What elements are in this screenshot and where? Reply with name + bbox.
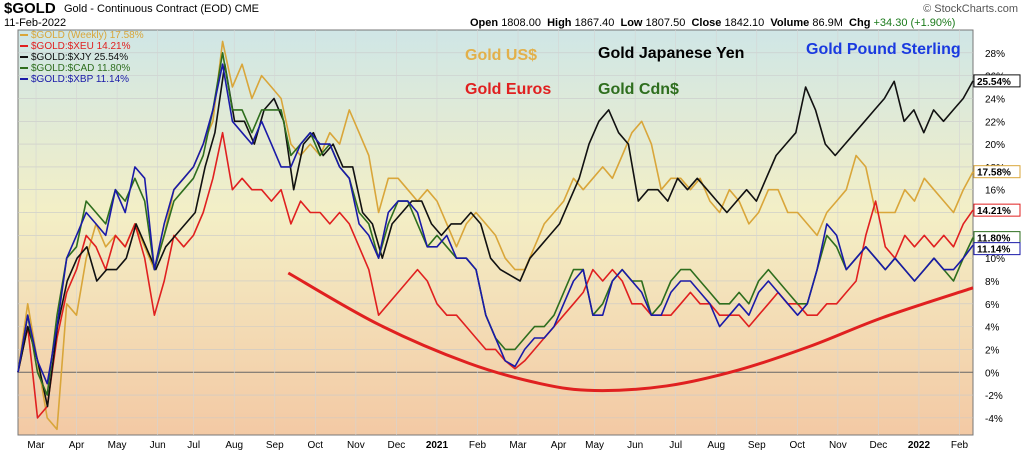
x-tick-label: Jun xyxy=(150,440,166,451)
y-tick-label: 10% xyxy=(985,254,1005,265)
series-line--gold-xjy xyxy=(17,63,974,408)
x-tick-label: Aug xyxy=(707,440,725,451)
description-text: Gold - Continuous Contract (EOD) xyxy=(64,3,232,15)
x-tick-label: Nov xyxy=(347,440,365,451)
y-tick-label: 2% xyxy=(985,345,1000,356)
x-tick-label: Mar xyxy=(27,440,45,451)
last-value-tag-text: 25.54% xyxy=(977,77,1011,88)
x-tick-label: Jul xyxy=(669,440,682,451)
close-value: 1842.10 xyxy=(724,17,765,29)
chg-label: Chg xyxy=(849,17,871,29)
x-tick-label: Feb xyxy=(951,440,969,451)
last-value-tag-text: 14.21% xyxy=(977,206,1011,217)
x-tick-label: Apr xyxy=(69,440,85,451)
last-value-tags: 25.54% 17.58% 14.21% 11.80%11.14% xyxy=(973,74,1021,256)
series-group xyxy=(17,40,974,431)
last-value-tag: 11.14% xyxy=(973,242,1021,256)
series-line--gold-xbp xyxy=(17,63,974,385)
chart-header: $GOLD Gold - Continuous Contract (EOD) C… xyxy=(0,0,1024,30)
y-tick-label: 20% xyxy=(985,140,1005,151)
exchange-text: CME xyxy=(234,3,260,15)
y-tick-label: 8% xyxy=(985,277,1000,288)
last-value-tag-box xyxy=(973,203,1021,217)
last-value-tag: 25.54% xyxy=(973,74,1021,88)
x-tick-label: Nov xyxy=(829,440,847,451)
last-value-tag-text: 11.14% xyxy=(977,245,1010,256)
y-tick-label: 24% xyxy=(985,94,1005,105)
last-value-tag-box xyxy=(973,242,1021,256)
last-value-tag: 17.58% xyxy=(973,165,1021,179)
x-tick-label: Apr xyxy=(551,440,567,451)
x-axis: Mar Apr May Jun Jul Aug Sep Oct Nov Dec 2021 Feb Mar… xyxy=(27,440,968,451)
y-tick-label: 6% xyxy=(985,300,1000,311)
legend-entry: $GOLD:$CAD 11.80% xyxy=(31,63,130,74)
y-tick-label: 4% xyxy=(985,323,1000,334)
low-label: Low xyxy=(620,17,643,29)
x-tick-label: 2021 xyxy=(426,440,449,451)
y-tick-label: 16% xyxy=(985,186,1005,197)
x-tick-label: Dec xyxy=(870,440,888,451)
x-tick-label: Dec xyxy=(387,440,405,451)
high-label: High xyxy=(547,17,572,29)
last-value-tag-box xyxy=(973,165,1021,179)
x-tick-label: Sep xyxy=(266,440,284,451)
x-tick-label: Aug xyxy=(225,440,243,451)
last-value-tag-text: 17.58% xyxy=(977,168,1011,179)
last-value-tag-text: 11.80% xyxy=(977,234,1010,245)
chg-value: +34.30 (+1.90%) xyxy=(873,17,956,29)
close-label: Close xyxy=(691,17,722,29)
symbol-description: Gold - Continuous Contract (EOD) CME xyxy=(64,3,259,15)
x-tick-label: Oct xyxy=(308,440,324,451)
open-value: 1808.00 xyxy=(501,17,541,29)
legend: $GOLD (Weekly) 17.58%$GOLD:$XEU 14.21%$G… xyxy=(20,30,144,85)
x-tick-label: Oct xyxy=(790,440,806,451)
x-tick-label: Jun xyxy=(627,440,643,451)
chart-date: 11-Feb-2022 xyxy=(4,17,67,29)
x-tick-label: May xyxy=(585,440,604,451)
annotation-gold-eur: Gold Euros xyxy=(465,81,551,98)
y-tick-label: 0% xyxy=(985,368,1000,379)
x-tick-label: Feb xyxy=(469,440,487,451)
annotation-gold-yen: Gold Japanese Yen xyxy=(598,45,744,62)
x-tick-label: 2022 xyxy=(908,440,931,451)
annotation-gold-cad: Gold Cdn$ xyxy=(598,81,679,98)
high-value: 1867.40 xyxy=(574,17,615,29)
y-tick-label: -2% xyxy=(985,391,1003,402)
trend-arc xyxy=(287,271,974,393)
brand-watermark: © StockCharts.com xyxy=(923,3,1018,15)
legend-entry: $GOLD:$XJY 25.54% xyxy=(31,52,128,63)
annotation-gold-usd: Gold US$ xyxy=(465,47,537,64)
x-tick-label: Jul xyxy=(187,440,200,451)
volume-label: Volume xyxy=(770,17,810,29)
legend-entry: $GOLD (Weekly) 17.58% xyxy=(31,30,144,41)
last-value-tag: 14.21% xyxy=(973,203,1021,217)
symbol: $GOLD xyxy=(4,0,56,17)
y-tick-label: 28% xyxy=(985,49,1005,60)
last-value-tag-box xyxy=(973,74,1021,88)
y-tick-label: 22% xyxy=(985,117,1005,128)
ohlc-readout: Open 1808.00 High 1867.40 Low 1807.50 Cl… xyxy=(470,17,955,29)
series-line--gold-xeu xyxy=(17,131,974,419)
x-tick-label: May xyxy=(108,440,127,451)
annotation-gold-gbp: Gold Pound Sterling xyxy=(806,41,961,58)
legend-entry: $GOLD:$XEU 14.21% xyxy=(31,41,131,52)
x-tick-label: Sep xyxy=(748,440,766,451)
legend-entry: $GOLD:$XBP 11.14% xyxy=(31,74,129,85)
open-label: Open xyxy=(470,17,499,29)
y-tick-label: -4% xyxy=(985,414,1003,425)
low-value: 1807.50 xyxy=(645,17,686,29)
x-tick-label: Mar xyxy=(509,440,527,451)
volume-value: 86.9M xyxy=(812,17,843,29)
